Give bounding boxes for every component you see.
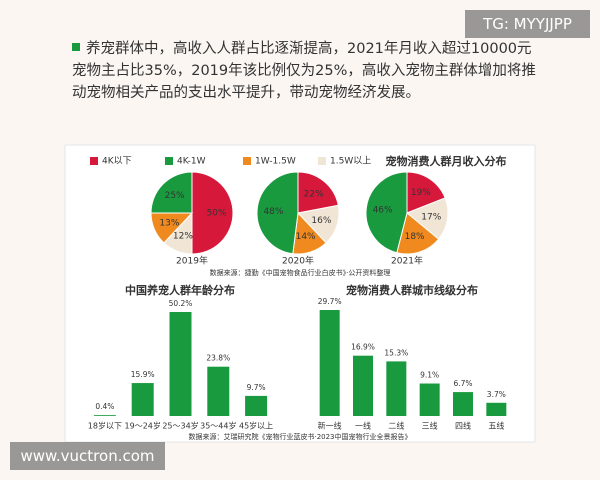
bar bbox=[453, 392, 473, 416]
slice-label: 16% bbox=[311, 216, 331, 226]
slice-label: 19% bbox=[411, 188, 431, 198]
legend-swatch bbox=[90, 157, 98, 165]
bar bbox=[245, 395, 268, 416]
pie-slice bbox=[406, 171, 446, 214]
x-tick-label: 35～44岁 bbox=[200, 421, 236, 431]
x-tick-label: 25～34岁 bbox=[162, 421, 198, 431]
x-tick-label: 18岁以下 bbox=[88, 421, 122, 431]
watermark: www.vuctron.com bbox=[10, 442, 165, 470]
pie-year: 2021年 bbox=[391, 255, 423, 267]
chart-title: 宠物消费人群月收入分布 bbox=[386, 154, 507, 168]
slice-label: 46% bbox=[373, 205, 393, 215]
slice-label: 13% bbox=[159, 218, 179, 228]
paragraph-text: 养宠群体中，高收入人群占比逐渐提高，2021年月收入超过10000元宠物主占比3… bbox=[72, 41, 536, 101]
value-label: 9.7% bbox=[247, 383, 266, 392]
legend-swatch bbox=[318, 157, 326, 165]
x-tick-label: 三线 bbox=[422, 421, 438, 431]
bar bbox=[207, 366, 230, 416]
value-label: 23.8% bbox=[206, 354, 230, 363]
value-label: 29.7% bbox=[318, 297, 342, 306]
bar bbox=[319, 310, 340, 416]
x-tick-label: 新一线 bbox=[318, 421, 342, 431]
x-tick-label: 二线 bbox=[388, 421, 404, 431]
source-note: 数据来源：捷勤《中国宠物食品行业白皮书》·公开资料整理 bbox=[210, 268, 391, 277]
source-note: 数据来源：艾瑞研究院《宠物行业蓝皮书·2023中国宠物行业全景报告》 bbox=[188, 432, 411, 441]
legend-swatch bbox=[243, 157, 251, 165]
legend-label: 4K以下 bbox=[102, 157, 132, 167]
legend-label: 1.5W以上 bbox=[330, 156, 371, 167]
pie-slice bbox=[365, 171, 408, 254]
value-label: 6.7% bbox=[453, 379, 472, 388]
pie-year: 2019年 bbox=[176, 255, 208, 267]
x-tick-label: 45岁以上 bbox=[239, 421, 273, 431]
slice-label: 22% bbox=[304, 190, 324, 200]
watermark: TG: MYYJJPP bbox=[465, 10, 590, 38]
pie-slice bbox=[191, 171, 234, 255]
bar bbox=[131, 383, 154, 416]
value-label: 9.1% bbox=[420, 371, 439, 380]
bar bbox=[419, 383, 440, 416]
pie-slice bbox=[396, 212, 440, 255]
x-tick-label: 19～24岁 bbox=[125, 421, 161, 431]
value-label: 0.4% bbox=[95, 402, 114, 411]
slice-label: 48% bbox=[263, 207, 283, 217]
pie-slice bbox=[150, 171, 193, 214]
x-tick-label: 五线 bbox=[488, 421, 504, 431]
bullet bbox=[72, 43, 80, 51]
legend-label: 1W-1.5W bbox=[255, 157, 296, 167]
slice-label: 25% bbox=[165, 191, 185, 201]
paragraph: 养宠群体中，高收入人群占比逐渐提高，2021年月收入超过10000元宠物主占比3… bbox=[72, 38, 542, 104]
slice-label: 50% bbox=[207, 209, 227, 219]
value-label: 15.9% bbox=[131, 370, 155, 379]
legend-label: 4K-1W bbox=[177, 157, 206, 167]
value-label: 50.2% bbox=[169, 299, 193, 308]
slice-label: 17% bbox=[421, 212, 441, 222]
pie-slice bbox=[406, 197, 449, 240]
bar bbox=[93, 415, 116, 416]
slice-label: 18% bbox=[405, 232, 425, 242]
bar bbox=[486, 402, 507, 416]
bar bbox=[386, 361, 407, 416]
slice-label: 12% bbox=[173, 231, 193, 241]
value-label: 15.3% bbox=[384, 348, 408, 357]
x-tick-label: 一线 bbox=[355, 421, 371, 431]
slice-label: 14% bbox=[296, 232, 316, 242]
x-tick-label: 四线 bbox=[455, 421, 471, 431]
pie-slice bbox=[256, 171, 299, 255]
chart-title: 中国养宠人群年龄分布 bbox=[125, 283, 235, 297]
pie-year: 2020年 bbox=[282, 255, 314, 267]
legend-swatch bbox=[165, 157, 173, 165]
value-label: 16.9% bbox=[351, 343, 375, 352]
bar bbox=[169, 312, 192, 416]
value-label: 3.7% bbox=[487, 390, 506, 399]
bar bbox=[353, 355, 373, 416]
pie-slice bbox=[297, 171, 339, 214]
chart-title: 宠物消费人群城市线级分布 bbox=[346, 283, 478, 297]
